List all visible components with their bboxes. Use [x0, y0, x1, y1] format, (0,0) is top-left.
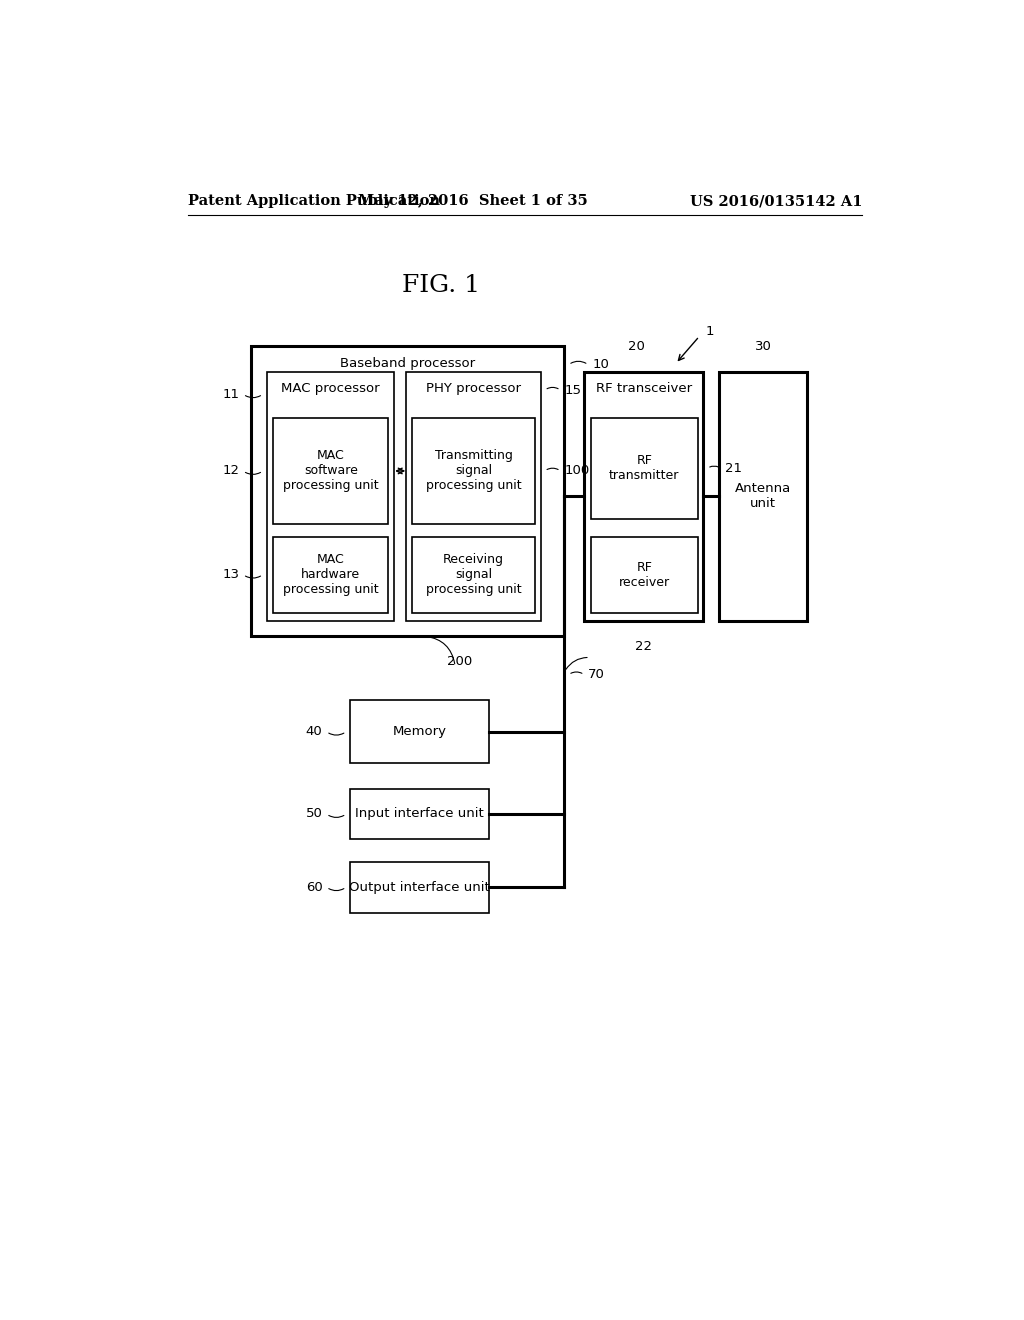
Text: Input interface unit: Input interface unit — [355, 808, 484, 821]
Bar — [273, 536, 388, 612]
Text: 40: 40 — [306, 725, 323, 738]
Bar — [273, 417, 388, 524]
Text: RF
transmitter: RF transmitter — [609, 454, 680, 482]
Bar — [350, 862, 489, 912]
Text: US 2016/0135142 A1: US 2016/0135142 A1 — [689, 194, 862, 209]
Text: MAC
hardware
processing unit: MAC hardware processing unit — [283, 553, 379, 597]
Text: PHY processor: PHY processor — [426, 381, 521, 395]
Bar — [350, 788, 489, 840]
Bar — [412, 417, 536, 524]
Text: Output interface unit: Output interface unit — [349, 880, 490, 894]
Text: 50: 50 — [305, 808, 323, 821]
Text: 20: 20 — [628, 341, 645, 352]
Bar — [719, 372, 807, 620]
Text: 12: 12 — [222, 465, 239, 478]
Text: Baseband processor: Baseband processor — [340, 356, 475, 370]
Text: RF
receiver: RF receiver — [618, 561, 670, 589]
Text: MAC
software
processing unit: MAC software processing unit — [283, 449, 379, 492]
Text: 60: 60 — [306, 880, 323, 894]
Text: 1: 1 — [706, 325, 715, 338]
Text: 22: 22 — [635, 640, 652, 653]
Bar — [350, 700, 489, 763]
Bar — [406, 372, 541, 620]
Text: Receiving
signal
processing unit: Receiving signal processing unit — [426, 553, 521, 597]
Text: MAC processor: MAC processor — [281, 381, 380, 395]
Text: 200: 200 — [446, 655, 472, 668]
Bar — [591, 536, 697, 612]
Text: 13: 13 — [222, 568, 239, 581]
Bar — [251, 346, 564, 636]
Text: 70: 70 — [588, 668, 605, 681]
Text: Memory: Memory — [392, 725, 446, 738]
Text: 30: 30 — [755, 341, 772, 352]
Bar — [267, 372, 394, 620]
Bar — [412, 536, 536, 612]
Text: 21: 21 — [725, 462, 741, 475]
Text: 11: 11 — [222, 388, 239, 401]
Text: RF transceiver: RF transceiver — [596, 381, 692, 395]
Text: 100: 100 — [564, 465, 590, 478]
Text: May 12, 2016  Sheet 1 of 35: May 12, 2016 Sheet 1 of 35 — [358, 194, 588, 209]
Text: Transmitting
signal
processing unit: Transmitting signal processing unit — [426, 449, 521, 492]
Text: 15: 15 — [564, 384, 582, 396]
Bar — [591, 417, 697, 519]
Text: 10: 10 — [592, 358, 609, 371]
Text: Patent Application Publication: Patent Application Publication — [187, 194, 439, 209]
Bar — [585, 372, 703, 620]
Text: FIG. 1: FIG. 1 — [402, 275, 480, 297]
Text: Antenna
unit: Antenna unit — [735, 482, 791, 511]
